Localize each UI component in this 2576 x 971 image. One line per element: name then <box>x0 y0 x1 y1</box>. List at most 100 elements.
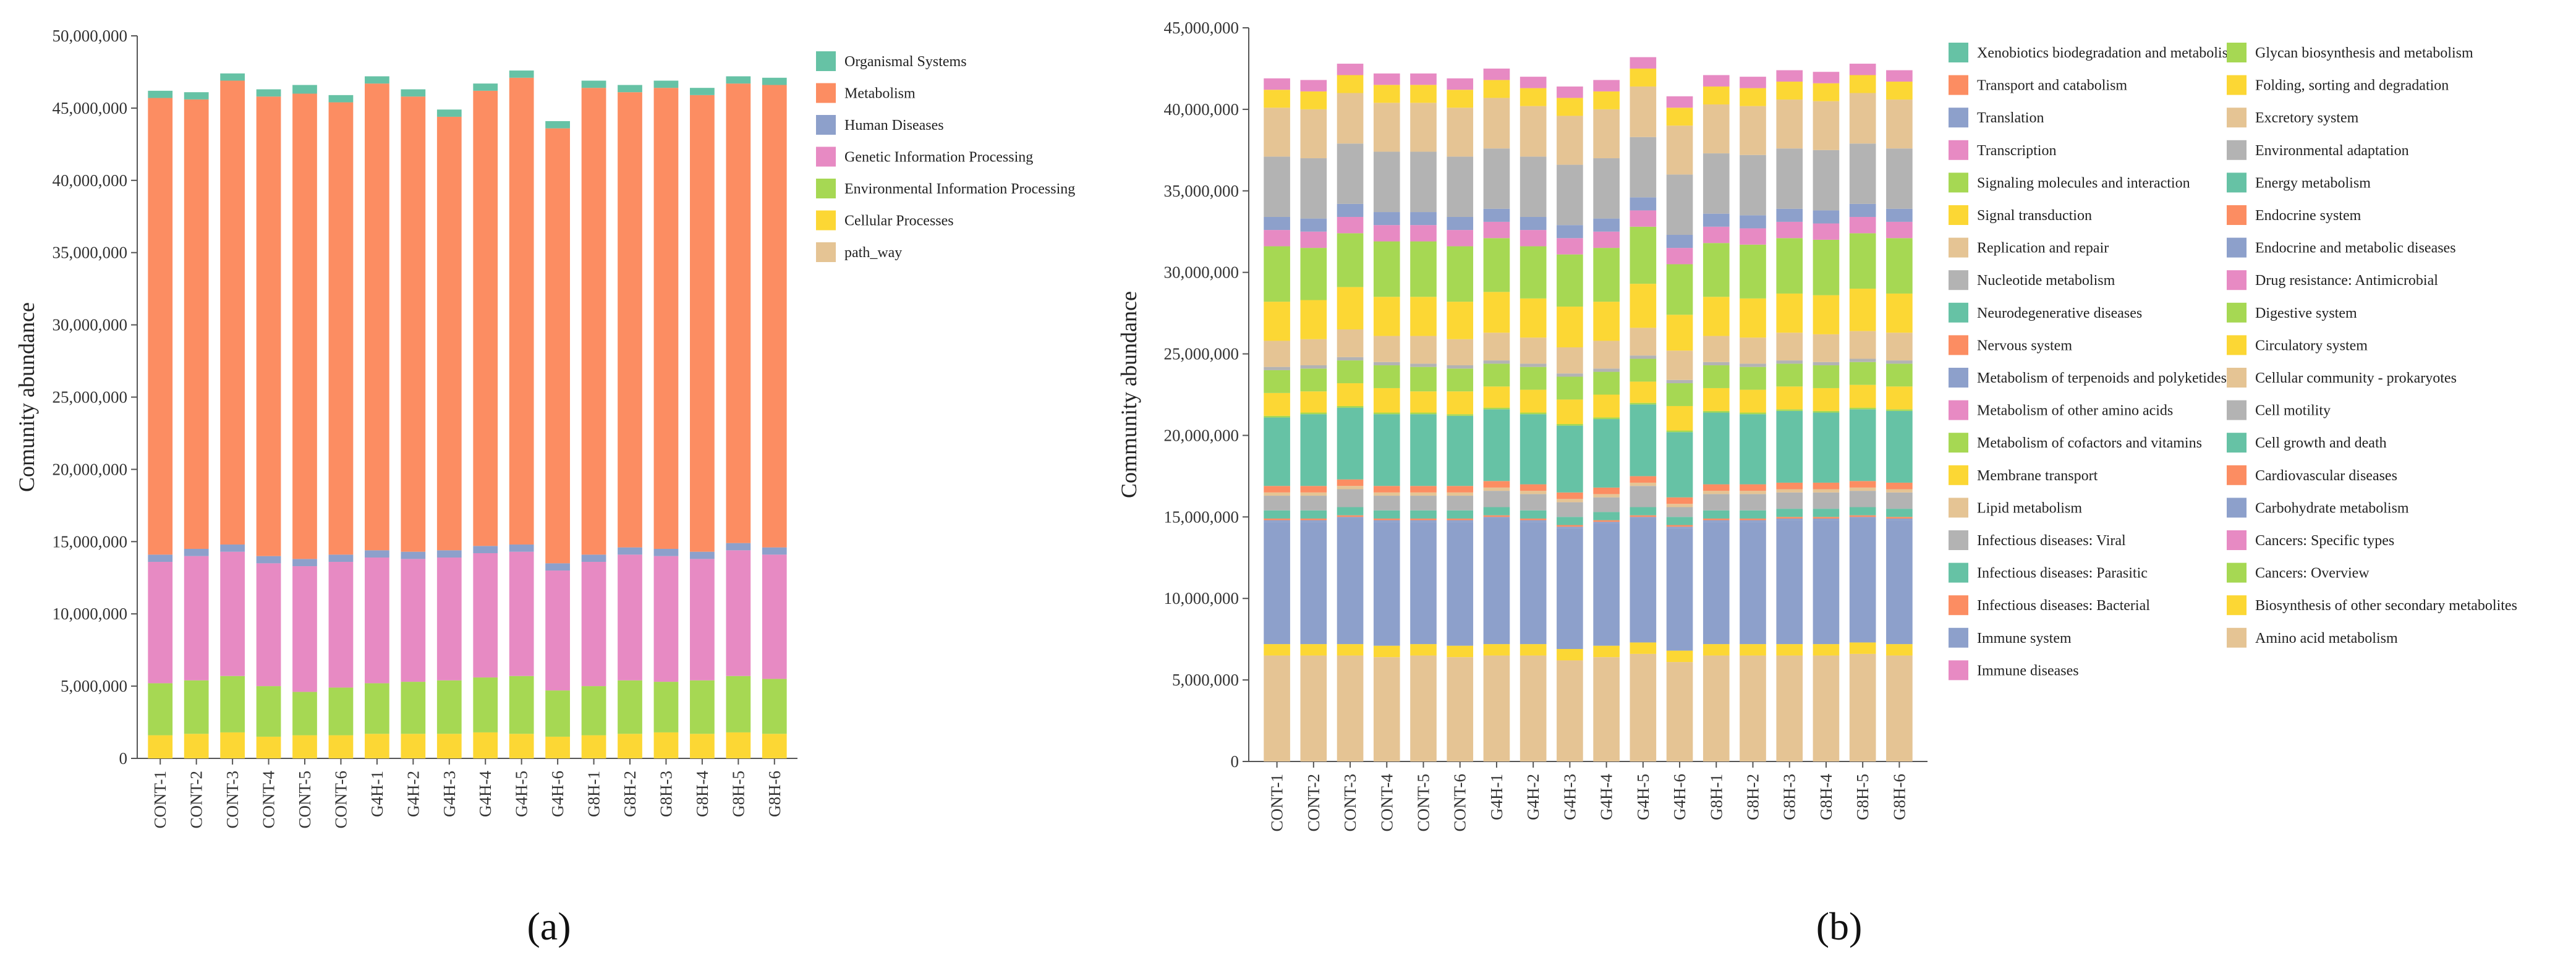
chart-a-x-tick-label: G8H-4 <box>693 771 712 817</box>
chart-b-bar-segment <box>1849 289 1876 331</box>
chart-b-bar-segment <box>1483 518 1510 645</box>
chart-a-bar-segment <box>473 677 498 732</box>
chart-a-y-tick-label: 10,000,000 <box>53 604 128 623</box>
chart-b-bar-segment <box>1666 650 1693 663</box>
chart-b-bar-segment <box>1300 248 1327 300</box>
chart-b-bar-segment <box>1740 522 1766 645</box>
chart-b-bar-segment <box>1593 394 1620 418</box>
chart-b-bar-segment <box>1520 510 1547 519</box>
chart-b-right-legend-swatch <box>2227 595 2247 616</box>
chart-b-bar-segment <box>1483 208 1510 222</box>
chart-b-bar-segment <box>1886 655 1913 761</box>
chart-a-x-tick-label: CONT-4 <box>260 771 278 829</box>
chart-b-bar-segment <box>1702 213 1730 227</box>
chart-b-bar-segment <box>1886 520 1913 645</box>
chart-a-y-tick-label: 50,000,000 <box>53 27 128 45</box>
chart-b-bar-segment <box>1813 509 1840 517</box>
chart-b-bar-segment <box>1447 657 1474 761</box>
chart-b-bar-segment <box>1630 68 1657 87</box>
chart-a-legend-label: Human Diseases <box>844 117 944 134</box>
chart-a-x-tick-label: CONT-3 <box>223 771 242 829</box>
chart-b-bar-segment <box>1740 106 1766 155</box>
chart-b-bar-segment <box>1813 210 1840 224</box>
chart-b-right-legend-label: Cancers: Specific types <box>2255 533 2394 549</box>
chart-b-bar-segment <box>1593 419 1620 488</box>
chart-b-bar-segment <box>1447 365 1474 369</box>
chart-a-legend-label: path_way <box>844 245 902 261</box>
chart-a-bar-segment <box>365 558 389 684</box>
chart-b-bar-segment <box>1740 155 1766 216</box>
chart-b-bar-segment <box>1410 412 1437 415</box>
chart-b-bar-segment <box>1557 399 1583 424</box>
chart-b-bar-segment <box>1520 230 1547 247</box>
chart-b-bar-segment <box>1337 75 1364 93</box>
chart-b-bar-segment <box>1264 522 1290 645</box>
chart-b-bar-segment <box>1483 80 1510 98</box>
chart-b-bar-segment <box>1264 492 1290 496</box>
chart-b-bar-segment <box>1666 662 1693 761</box>
chart-a-bar-segment <box>726 83 751 543</box>
chart-a-bar-segment <box>726 543 751 551</box>
chart-a-panel-label: (a) <box>527 904 571 948</box>
chart-a: 0 5,000,000 10,000,000 15,000,000 20,000,000… <box>14 27 1075 948</box>
chart-a-bar-segment <box>653 732 679 758</box>
chart-b-x-tick-label: CONT-6 <box>1451 774 1469 832</box>
chart-b-bar-segment <box>1373 414 1400 486</box>
chart-b-bar-segment <box>1373 645 1400 658</box>
chart-b-bar-segment <box>1630 86 1657 137</box>
chart-a-bar-segment <box>653 556 679 682</box>
chart-a-bar-segment <box>762 734 787 758</box>
chart-b-y-tick-label: 25,000,000 <box>1164 345 1239 363</box>
chart-b-bar-segment <box>1300 510 1327 519</box>
chart-b-bar-segment <box>1740 389 1766 413</box>
chart-a-bar-segment <box>328 95 354 103</box>
chart-b-bar-segment <box>1483 386 1510 408</box>
chart-a-bar-segment <box>473 90 498 546</box>
chart-b-bar-segment <box>1776 360 1803 364</box>
chart-b-bar-segment <box>1630 515 1657 517</box>
chart-b-bar-segment <box>1813 295 1840 334</box>
chart-b-bar-segment <box>1483 68 1510 80</box>
chart-b-left-legend-swatch <box>1949 433 1968 453</box>
chart-b-bar-segment <box>1300 80 1327 91</box>
chart-b-bar-segment <box>1483 515 1510 517</box>
chart-a-bar-segment <box>690 680 715 734</box>
chart-b-bar-segment <box>1886 409 1913 411</box>
chart-b-bar-segment <box>1483 491 1510 507</box>
chart-b-bar-segment <box>1666 507 1693 517</box>
chart-a-x-tick-label: G4H-3 <box>440 771 459 817</box>
chart-b-bar-segment <box>1702 153 1730 214</box>
chart-b-bar-segment <box>1593 218 1620 232</box>
chart-b-bar-segment <box>1410 363 1437 367</box>
chart-a-bar-segment <box>365 734 389 758</box>
chart-b-bar-segment <box>1630 226 1657 284</box>
chart-b-x-tick-label: G4H-1 <box>1487 774 1506 820</box>
chart-b-bar-segment <box>1593 520 1620 522</box>
chart-a-x-tick-label: G4H-5 <box>512 771 531 817</box>
chart-b-right-legend-label: Excretory system <box>2255 110 2359 126</box>
chart-b-x-tick-label: G8H-4 <box>1817 774 1835 820</box>
chart-b-bar-segment <box>1264 78 1290 90</box>
chart-b-bar-segment <box>1886 492 1913 509</box>
chart-a-bar-segment <box>762 77 787 85</box>
chart-b-bar-segment <box>1337 518 1364 645</box>
chart-b-left-legend-label: Infectious diseases: Parasitic <box>1977 566 2148 582</box>
chart-b-bar-segment <box>1776 221 1803 239</box>
chart-a-bar-segment <box>545 570 570 691</box>
chart-b-bar-segment <box>1410 103 1437 152</box>
chart-b-left-legend-label: Immune system <box>1977 630 2072 647</box>
chart-b-right-legend-swatch <box>2227 465 2247 485</box>
chart-b-bar-segment <box>1264 520 1290 522</box>
chart-b-bar-segment <box>1702 86 1730 104</box>
chart-b-bar-segment <box>1520 655 1547 761</box>
chart-b-bar-segment <box>1666 430 1693 433</box>
chart-b-bar-segment <box>1740 484 1766 491</box>
chart-b-bar-segment <box>1557 238 1583 255</box>
chart-b-bar-segment <box>1702 655 1730 761</box>
chart-b-right-legend-swatch <box>2227 335 2247 355</box>
chart-b-right-legend-label: Glycan biosynthesis and metabolism <box>2255 45 2473 61</box>
chart-b-bar-segment <box>1740 655 1766 761</box>
chart-b-bar-segment <box>1300 368 1327 392</box>
chart-b-x-tick-label: G8H-2 <box>1744 774 1762 820</box>
chart-b-right-legend-label: Amino acid metabolism <box>2255 630 2398 647</box>
